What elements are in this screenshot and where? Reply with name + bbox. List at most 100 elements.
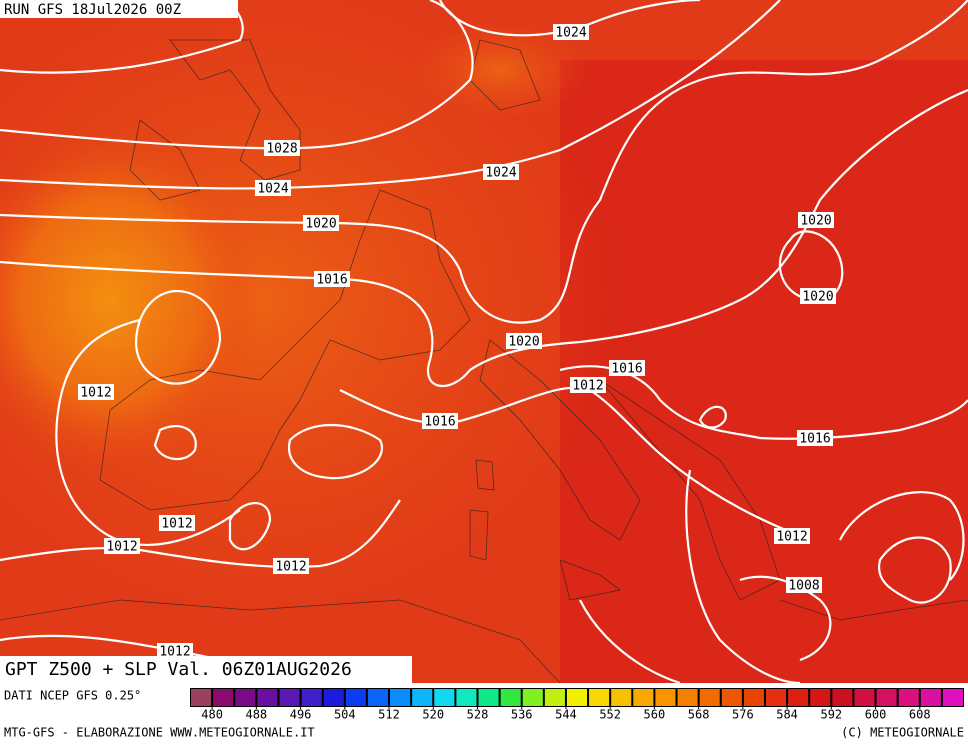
colorbar-swatch [854,689,875,706]
colorbar-swatch [721,689,742,706]
colorbar-swatch [942,689,963,706]
colorbar-tick-label: 528 [467,708,489,722]
colorbar-swatch [235,689,256,706]
isobar-label-box [570,377,606,393]
colorbar-tick-label: 504 [334,708,356,722]
colorbar-swatch [522,689,543,706]
colorbar-tick-label: 496 [290,708,312,722]
colorbar-swatch [323,689,344,706]
colorbar-tick-label: 584 [776,708,798,722]
colorbar-tick-label: 568 [688,708,710,722]
isobar-label: 1012 [80,386,111,401]
colorbar: 480 488 496 504 512 520 528 536 544 552 560 568 576 5… [190,688,964,722]
isobar-label: 1020 [800,214,831,229]
colorbar-swatch [611,689,632,706]
isobar-label: 1012 [106,540,137,555]
colorbar-swatch [920,689,941,706]
colorbar-swatch [677,689,698,706]
isobar-labels: 1024 1028 1024 1024 1020 1016 1020 1020 1020 1016… [78,24,836,660]
colorbar-tick-label: 552 [599,708,621,722]
isobar-label: 1028 [266,142,297,157]
isobar-label: 1020 [802,290,833,305]
isobar-label: 1024 [257,182,288,197]
colorbar-swatch [699,689,720,706]
isobar-label: 1012 [161,517,192,532]
colorbar-swatch [257,689,278,706]
isobar-label-box [798,212,834,228]
colorbar-swatch [655,689,676,706]
isobar-label-box [159,515,195,531]
isobars [0,0,968,662]
isobar-label-box [797,430,833,446]
colorbar-swatch [810,689,831,706]
colorbar-swatch [279,689,300,706]
colorbar-tick-label: 576 [732,708,754,722]
isobar-label-box [786,577,822,593]
run-label: RUN GFS 18Jul2026 00Z [4,2,181,18]
isobar-label: 1024 [485,166,516,181]
colorbar-swatch [788,689,809,706]
isobar-label: 1020 [305,217,336,232]
colorbar-tick-label: 600 [865,708,887,722]
isobar-label: 1016 [799,432,830,447]
colorbar-tick-label: 592 [820,708,842,722]
isobar-label: 1012 [776,530,807,545]
source-label: DATI NCEP GFS 0.25° [4,689,141,703]
colorbar-swatch [876,689,897,706]
credit-label: MTG-GFS - ELABORAZIONE WWW.METEOGIORNALE… [4,726,315,740]
copyright-label: (C) METEOGIORNALE [841,726,964,740]
colorbar-swatch [390,689,411,706]
colorbar-swatch [743,689,764,706]
colorbar-swatch [456,689,477,706]
colorbar-swatch [500,689,521,706]
colorbar-tick-label: 536 [511,708,533,722]
colorbar-tick-label: 488 [245,708,267,722]
colorbar-swatch [434,689,455,706]
isobar-label-box [78,384,114,400]
colorbar-tick-label: 520 [422,708,444,722]
isobar-label-box [273,558,309,574]
colorbar-swatch [898,689,919,706]
isobar-label-box [774,528,810,544]
isobar-label-box [422,413,458,429]
colorbar-swatch [478,689,499,706]
colorbar-swatch [544,689,565,706]
colorbar-swatch [633,689,654,706]
isobar-label-box [264,140,300,156]
isobar-label-box [255,180,291,196]
isobar-label-box [157,643,193,659]
isobar-label: 1020 [508,335,539,350]
colorbar-tick-label: 512 [378,708,400,722]
colorbar-swatch [301,689,322,706]
colorbar-tick-label: 560 [644,708,666,722]
coastlines [0,39,968,684]
isobar-label-box [609,360,645,376]
colorbar-swatch [412,689,433,706]
colorbar-swatch [589,689,610,706]
isobar-label-box [314,271,350,287]
isobar-label: 1016 [316,273,347,288]
run-box [0,0,238,18]
isobar-label-box [483,164,519,180]
colorbar-tick-label: 480 [201,708,223,722]
colorbar-tick-label: 608 [909,708,931,722]
isobar-label-box [800,288,836,304]
colorbar-tick-label: 544 [555,708,577,722]
isobar-label-box [303,215,339,231]
colorbar-swatch [191,689,212,706]
isobar-label: 1012 [159,645,190,660]
colorbar-swatch [765,689,787,706]
isobar-label-box [506,333,542,349]
isobar-label: 1012 [275,560,306,575]
isobar-label: 1024 [555,26,586,41]
map: 1024 1028 1024 1024 1020 1016 1020 1020 1020 1016… [0,0,968,685]
isobar-label: 1016 [424,415,455,430]
isobar-label-box [104,538,140,554]
colorbar-swatch [345,689,366,706]
colorbar-swatch [566,689,588,706]
map-title: GPT Z500 + SLP Val. 06Z01AUG2026 [5,659,352,680]
isobar-label: 1012 [572,379,603,394]
title-box [0,656,412,683]
